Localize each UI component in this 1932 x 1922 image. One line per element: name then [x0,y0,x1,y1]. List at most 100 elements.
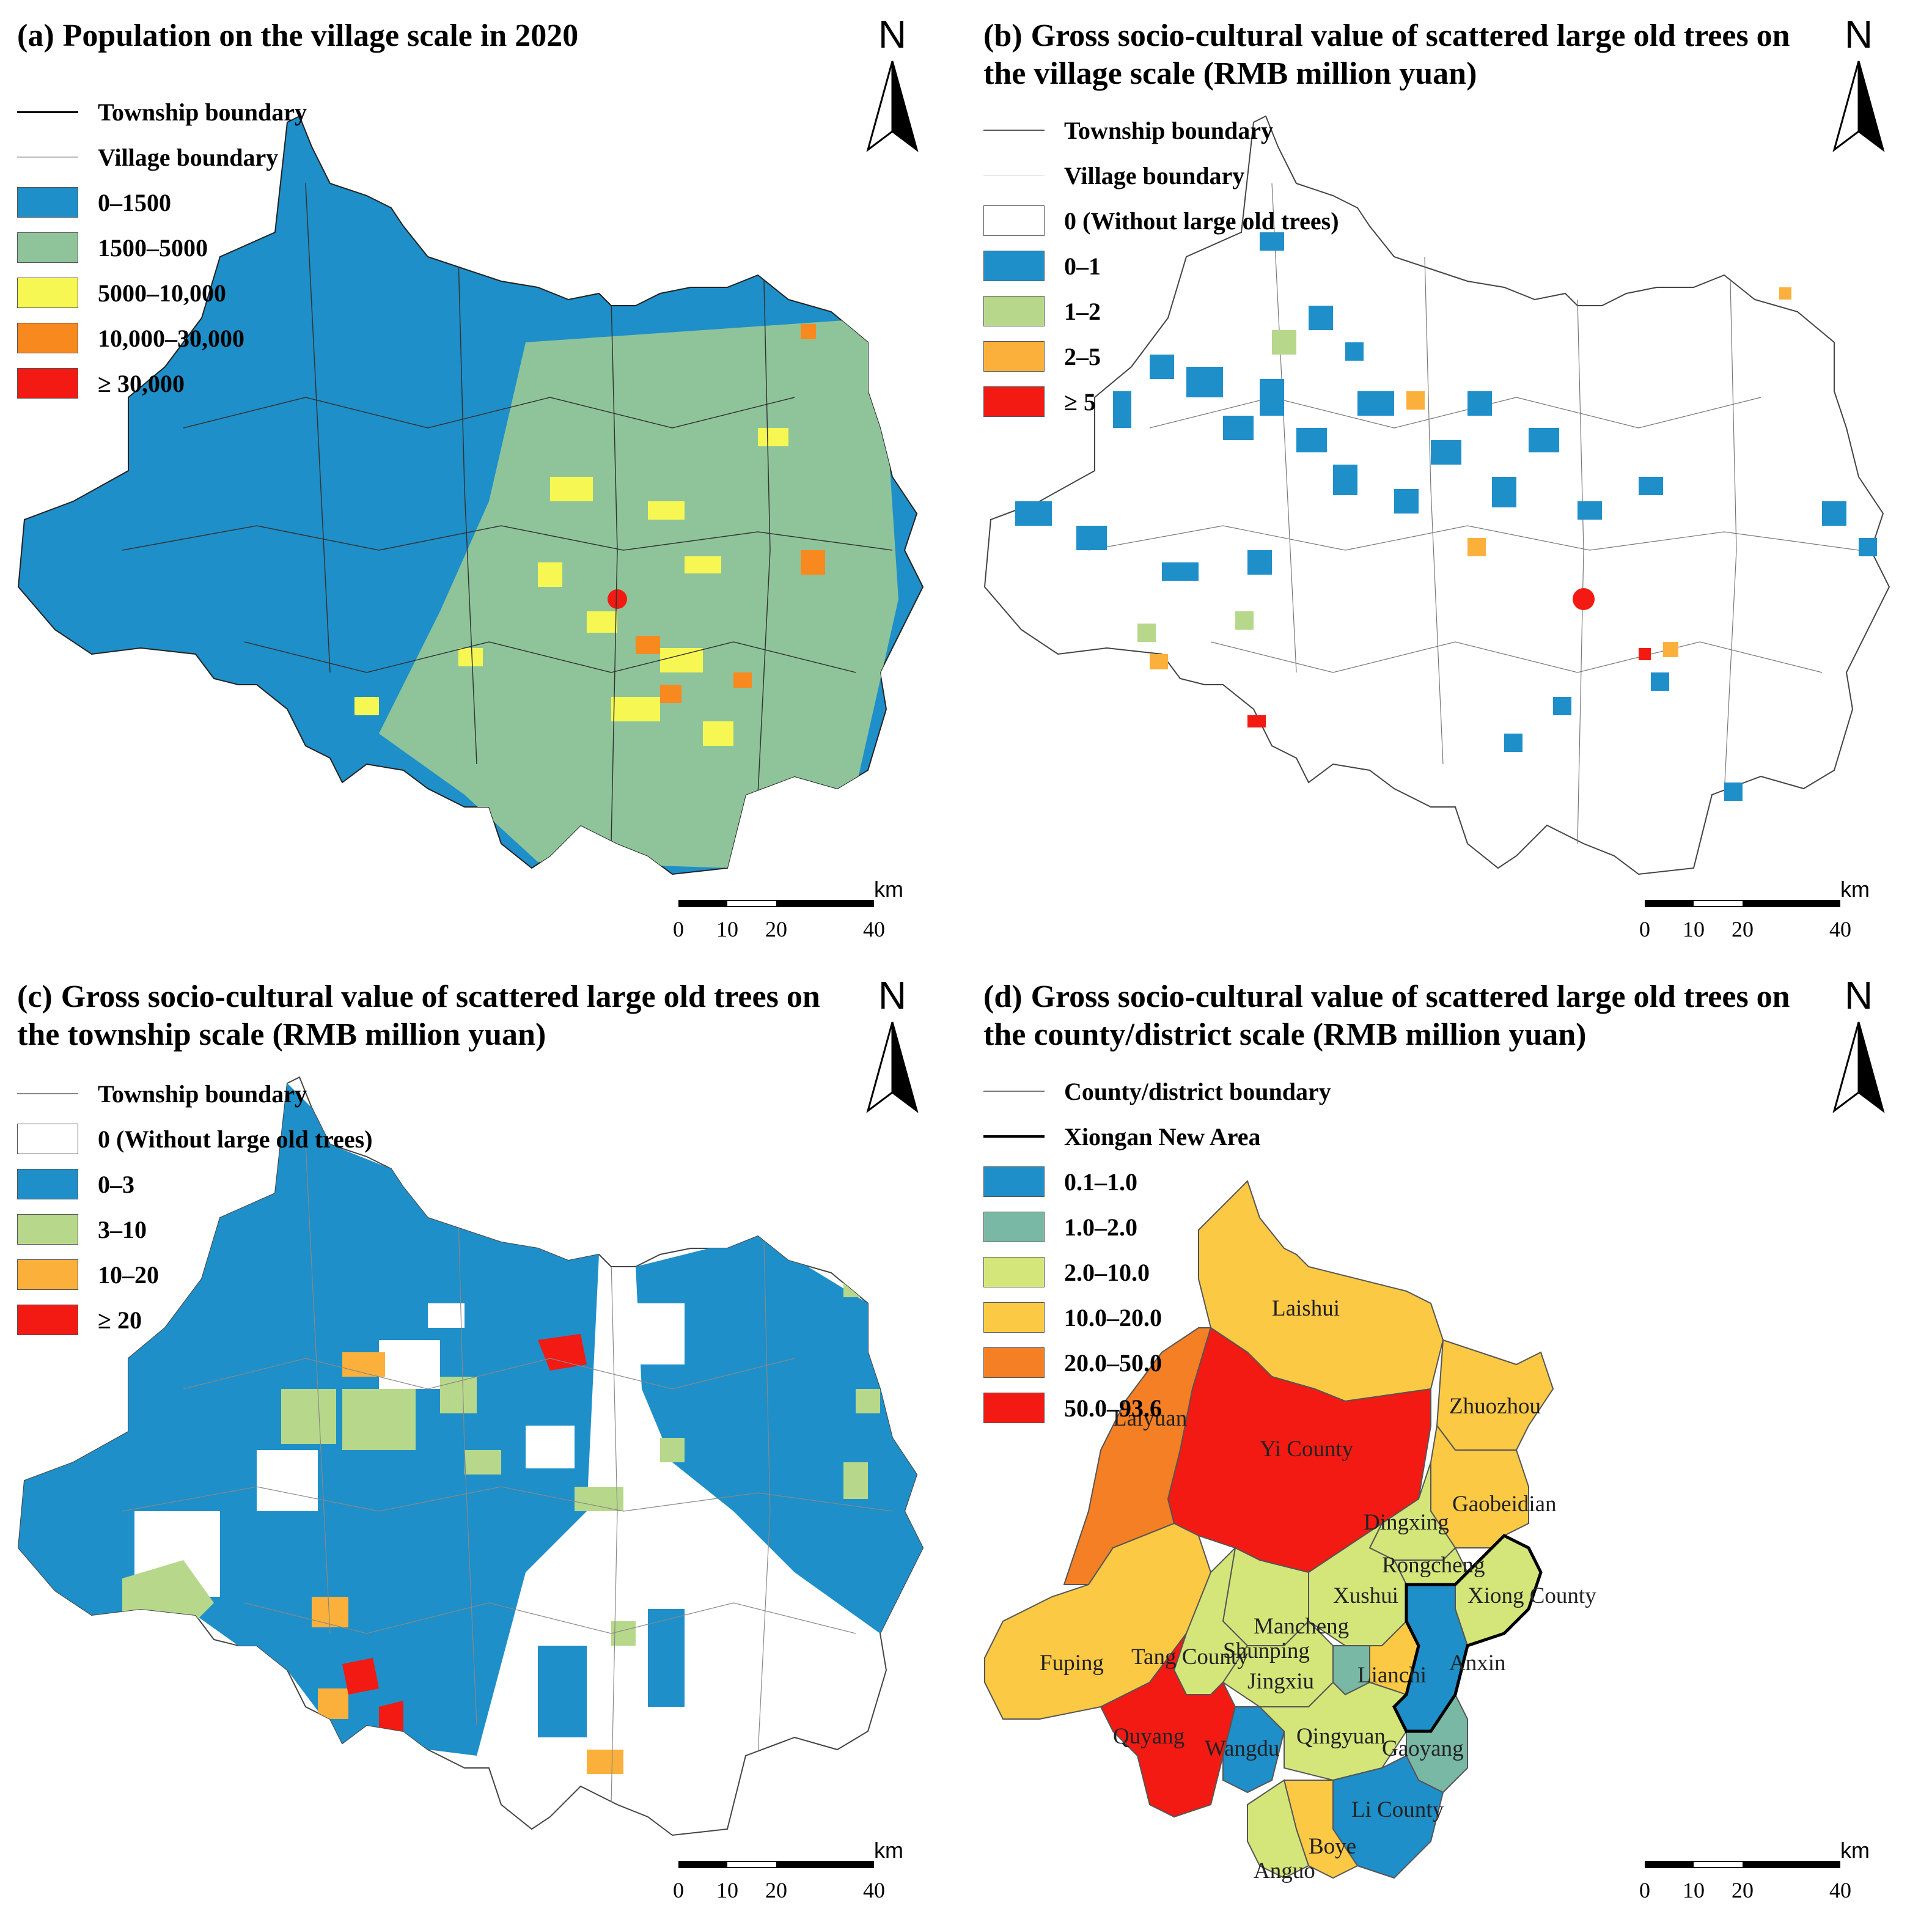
legend-swatch [983,1393,1045,1423]
region-label: Rongcheng [1382,1553,1485,1578]
panel-c: (c) Gross socio-cultural value of scatter… [0,961,966,1922]
legend-class-label: 0–1500 [98,188,171,216]
legend-class-label: 10–20 [98,1261,159,1289]
region-label: Mancheng [1254,1614,1349,1639]
panel-title: (d) Gross socio-cultural value of scatter… [983,978,1827,1054]
panel-title: (c) Gross socio-cultural value of scatter… [17,978,861,1054]
legend-line-swatch [983,175,1045,176]
region-label: Anxin [1449,1651,1506,1676]
region-label: Gaoyang [1382,1736,1464,1761]
legend-class-label: 5000–10,000 [98,279,226,307]
legend-swatch [983,1212,1045,1242]
value-patches [1015,232,1877,801]
region-label: Gaobeidian [1452,1492,1557,1517]
region-label: Li County [1351,1797,1444,1822]
legend-line-swatch [17,111,78,113]
legend-swatch [17,1214,78,1245]
scale-tick: 0 [1639,1878,1650,1902]
legend-class-row: 1500–5000 [17,225,307,270]
legend-line-row: Township boundary [17,89,307,134]
legend-c: Township boundary 0 (Without large old t… [17,1071,373,1342]
scale-bar: km 0 10 20 40 [1639,1838,1870,1902]
panel-label: (b) [983,18,1023,53]
scale-tick: 10 [716,1878,738,1902]
legend-class-row: 10.0–20.0 [983,1295,1331,1340]
scale-tick: 10 [1683,1878,1705,1902]
legend-line-label: Village boundary [98,143,279,171]
xiongan-boundary [1392,1533,1543,1733]
legend-swatch [983,296,1045,326]
township-boundaries [1088,183,1859,844]
legend-class-row: 5000–10,000 [17,270,307,315]
panel-d: Laishui Zhuozhou Laiyuan Yi County Gaobe… [966,961,1932,1922]
legend-class-label: 1500–5000 [98,234,208,262]
region-label: Dingxing [1364,1510,1449,1535]
map-c [18,1077,924,1836]
region-label: Laiyuan [1113,1406,1187,1431]
legend-line-label: Xiongan New Area [1064,1122,1261,1151]
panel-title-text: Population on the village scale in 2020 [62,18,579,53]
region-label: Anguo [1254,1858,1315,1883]
region-label: Fuping [1040,1651,1104,1676]
legend-swatch [17,232,78,263]
region-labels: Laishui Zhuozhou Laiyuan Yi County Gaobe… [1040,1296,1596,1883]
panel-a: (a) Population on the village scale in 20… [0,0,966,961]
legend-d: County/district boundary Xiongan New Are… [983,1069,1331,1430]
legend-class-row: 10,000–30,000 [17,315,307,361]
scale-tick: 40 [1829,1878,1851,1902]
scale-unit: km [1840,877,1870,902]
legend-class-row: 0 (Without large old trees) [983,198,1339,243]
legend-line-swatch [983,1091,1045,1092]
legend-swatch [17,278,78,308]
region-label: Jingxiu [1247,1669,1314,1694]
panel-title-text: Gross socio-cultural value of scattered … [983,18,1790,91]
legend-class-label: 0.1–1.0 [1064,1168,1137,1196]
region-anguo [1247,1779,1310,1879]
legend-class-row: 3–10 [17,1207,373,1252]
map-d: Laishui Zhuozhou Laiyuan Yi County Gaobe… [984,1180,1596,1883]
panel-title: (a) Population on the village scale in 20… [17,17,861,55]
scale-unit: km [874,1838,903,1863]
legend-line-label: County/district boundary [1064,1077,1331,1105]
legend-class-label: 10,000–30,000 [98,324,244,352]
region-label: Boye [1309,1834,1356,1859]
scale-tick: 0 [1639,917,1650,941]
legend-line-row: Xiongan New Area [983,1114,1331,1159]
legend-class-row: 0–1500 [17,180,307,225]
legend-swatch [17,1259,78,1290]
legend-swatch [983,1257,1045,1287]
legend-swatch [17,323,78,353]
scale-tick: 40 [863,1878,885,1902]
scale-tick: 20 [1732,1878,1754,1902]
legend-swatch [983,205,1045,236]
region-label: Xiong County [1467,1583,1596,1608]
legend-class-row: 0–3 [17,1162,373,1207]
legend-class-row: 1–2 [983,289,1339,334]
legend-class-row: 0 (Without large old trees) [17,1116,373,1162]
legend-class-label: 0–1 [1064,252,1101,280]
legend-class-row: ≥ 30,000 [17,361,307,406]
north-letter: N [1845,12,1873,56]
township-values [18,1083,923,1774]
scale-bar: km 0 10 20 40 [1639,877,1870,941]
legend-class-label: 2–5 [1064,342,1101,370]
legend-line-swatch [17,1093,78,1094]
region-wangdu [1222,1706,1285,1794]
map-b [984,116,1890,875]
legend-swatch [983,341,1045,372]
legend-class-label: 1.0–2.0 [1064,1213,1137,1241]
legend-class-row: ≥ 5 [983,379,1339,424]
north-letter: N [878,12,906,56]
legend-line-swatch [17,156,78,158]
legend-class-row: 1.0–2.0 [983,1204,1331,1250]
legend-a: Township boundary Village boundary 0–150… [17,89,307,406]
region-label: Shunping [1223,1638,1310,1663]
legend-swatch [17,1305,78,1335]
scale-bar: km 0 10 20 40 [673,877,903,941]
panel-label: (d) [983,979,1023,1014]
scale-tick: 10 [716,917,738,941]
scale-tick: 0 [673,1878,684,1902]
north-letter: N [1845,973,1873,1017]
scale-tick: 20 [1732,917,1754,941]
legend-line-swatch [983,130,1045,131]
